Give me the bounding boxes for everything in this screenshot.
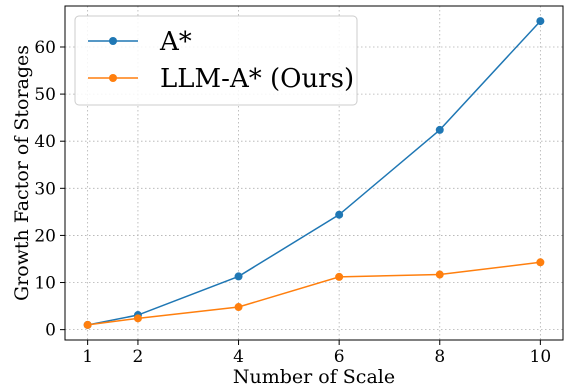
series-lines <box>83 17 545 329</box>
legend-item: LLM-A* (Ours) <box>88 64 354 94</box>
legend-item: A* <box>88 27 192 57</box>
x-tick-label: 10 <box>530 347 552 367</box>
y-tick-label: 30 <box>34 179 56 199</box>
legend-marker <box>109 37 117 45</box>
data-point <box>335 272 344 281</box>
series-llm-a-star <box>83 258 545 329</box>
legend-label: A* <box>159 27 192 57</box>
data-point <box>133 314 142 323</box>
y-tick-label: 40 <box>34 132 56 152</box>
data-point <box>83 320 92 329</box>
x-tick-label: 6 <box>334 347 345 367</box>
axis-ticks: 1 2 4 6 8 10 0 10 20 30 40 50 60 <box>34 38 551 367</box>
data-point <box>335 210 344 219</box>
y-tick-label: 20 <box>34 226 56 246</box>
series-line <box>87 261 541 326</box>
data-point <box>234 272 243 281</box>
data-point <box>435 270 444 279</box>
x-tick-label: 2 <box>133 347 144 367</box>
legend-label: LLM-A* (Ours) <box>160 64 354 94</box>
legend-marker <box>109 74 117 82</box>
x-tick-label: 4 <box>233 347 244 367</box>
data-point <box>536 258 545 267</box>
y-tick-label: 60 <box>34 38 56 58</box>
x-tick-label: 8 <box>434 347 445 367</box>
plot-frame <box>64 5 564 341</box>
data-point <box>536 17 545 26</box>
legend-box <box>74 15 358 106</box>
y-tick-label: 10 <box>34 274 56 294</box>
data-point <box>435 125 444 134</box>
x-tick-label: 1 <box>82 347 93 367</box>
y-tick-label: 0 <box>45 321 56 341</box>
y-axis-title: Growth Factor of Storages <box>11 45 33 301</box>
x-axis-title: Number of Scale <box>233 366 395 387</box>
y-tick-label: 50 <box>34 85 56 105</box>
series-line <box>87 20 541 326</box>
legend: A* LLM-A* (Ours) <box>74 15 358 106</box>
data-point <box>234 303 243 312</box>
